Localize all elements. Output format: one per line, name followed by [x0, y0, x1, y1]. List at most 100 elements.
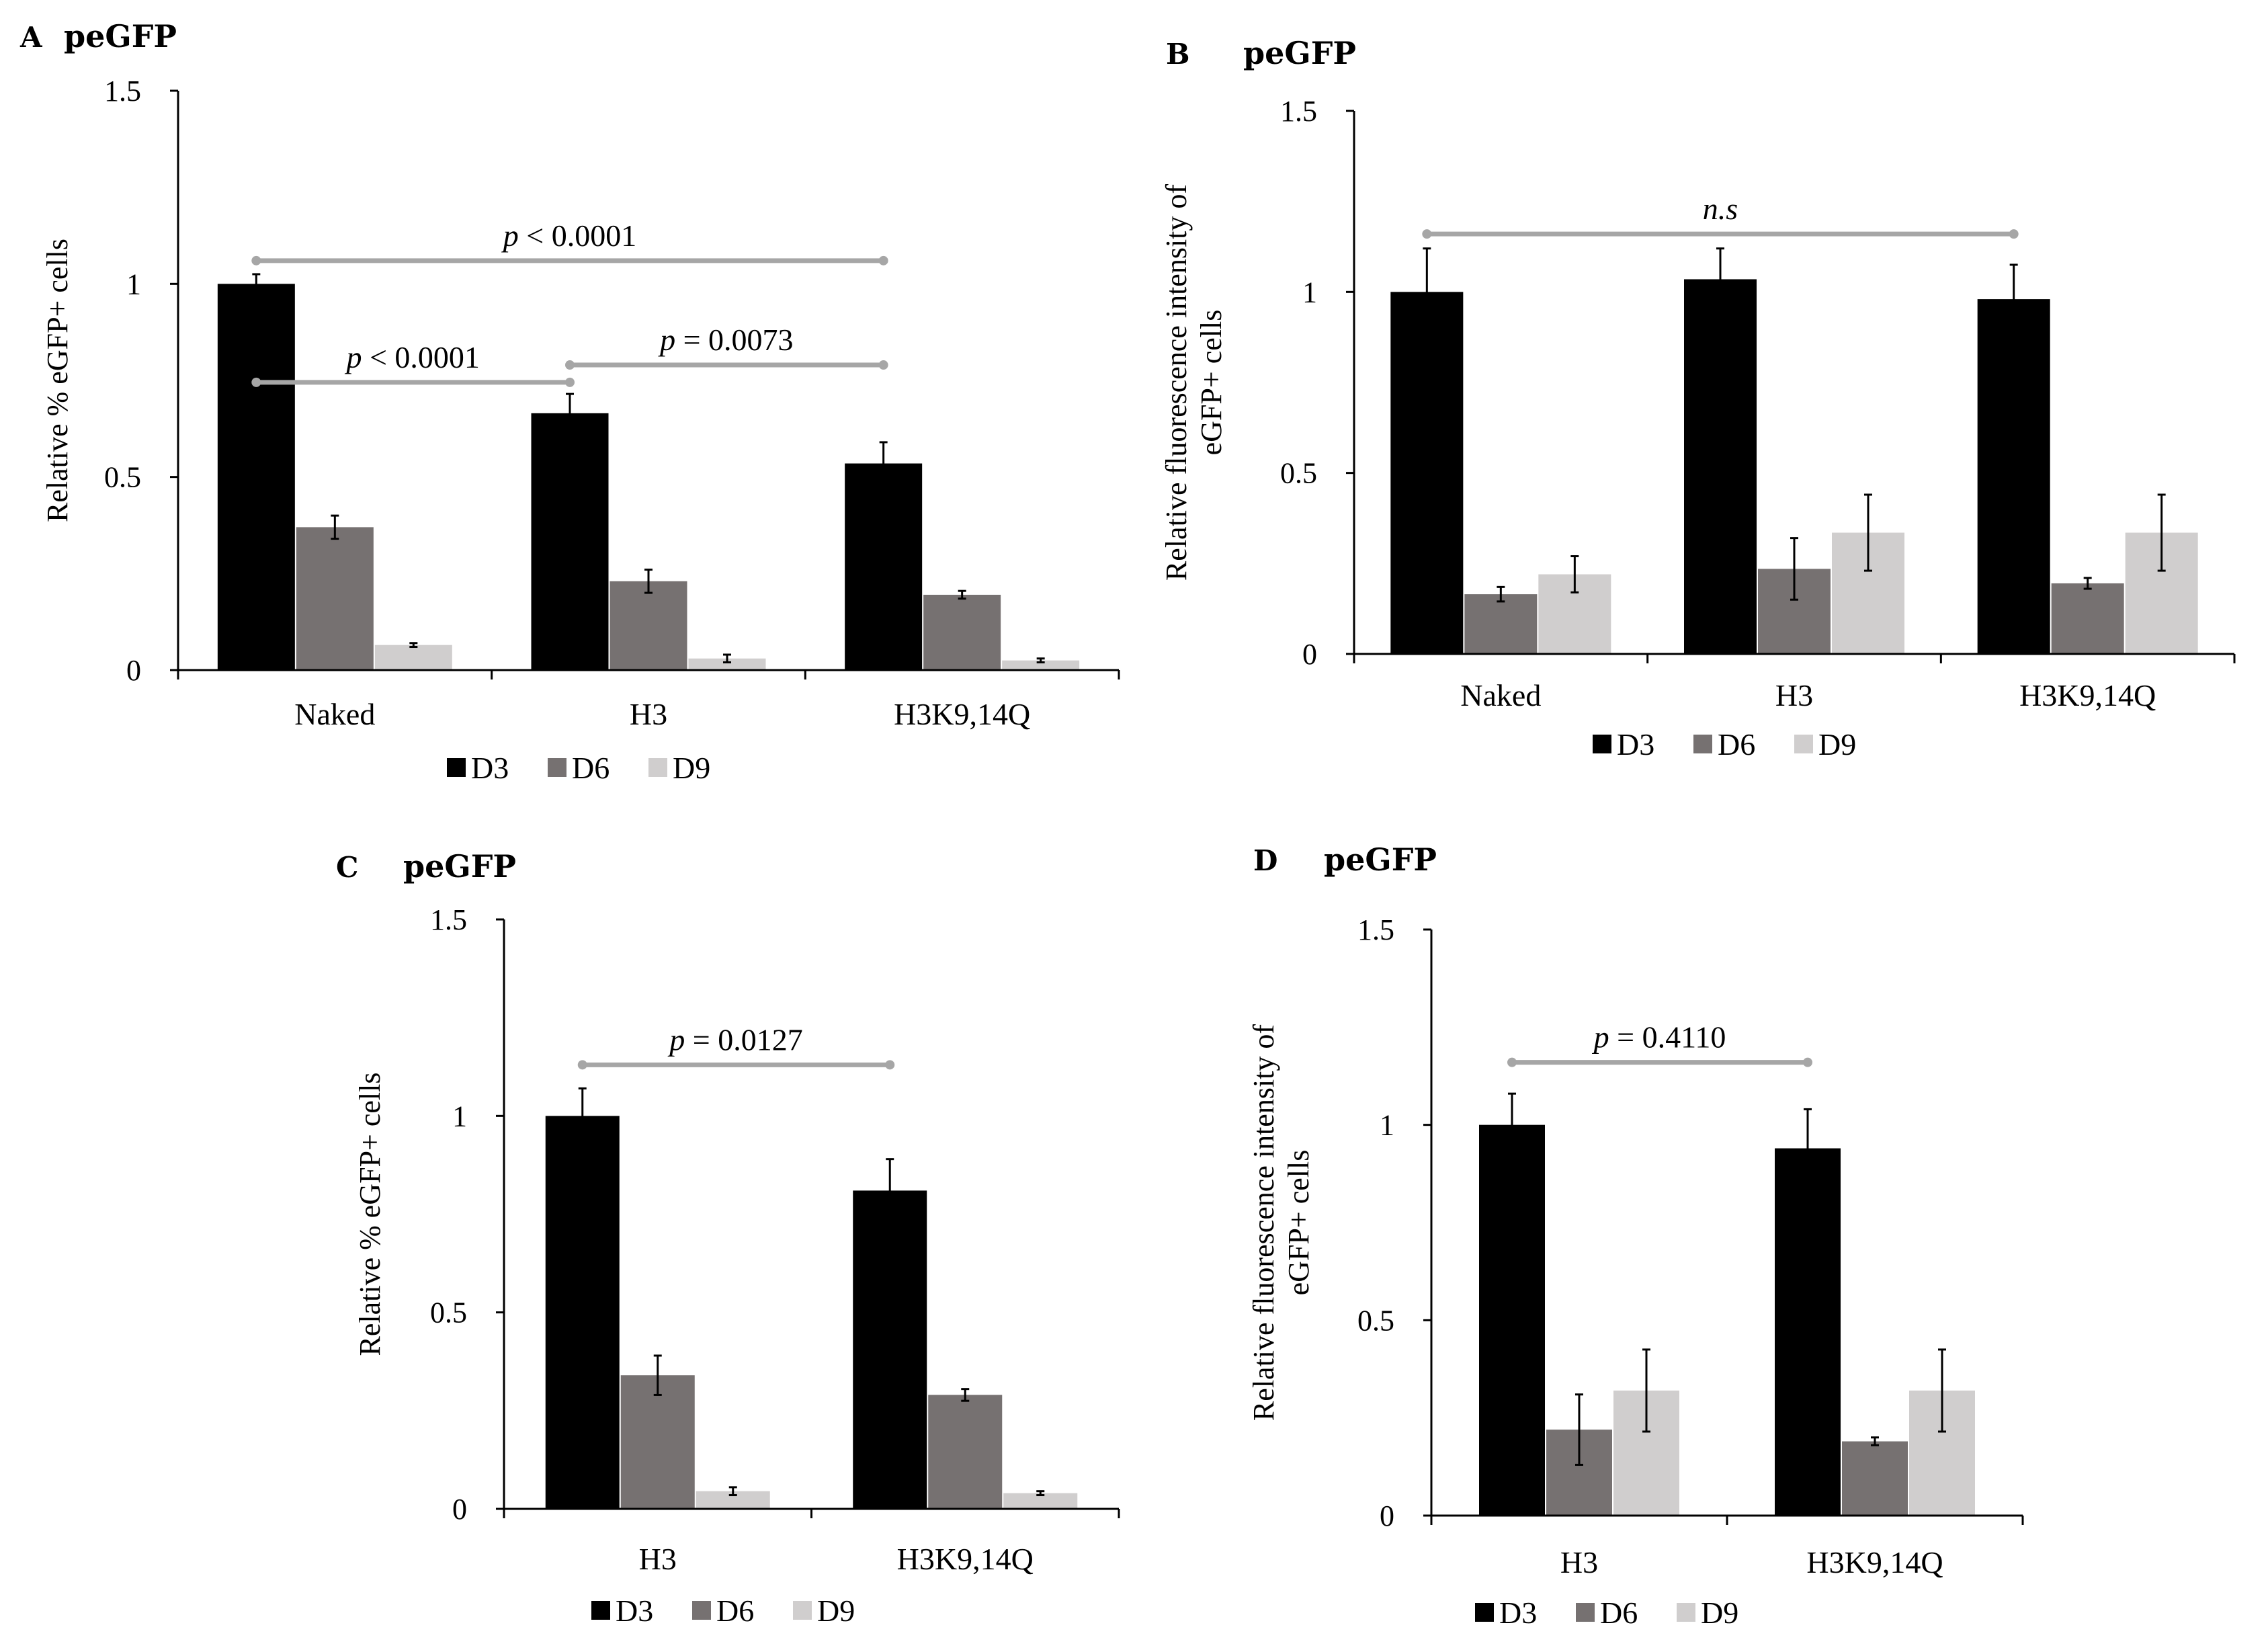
significance-p-symbol: n.s [1703, 192, 1738, 226]
panel-a-plot: 0 0.5 1 1.5 Naked H3 H3K9,14Q Relative % eGFP+ … [41, 75, 1120, 785]
bar-d6-2 [1842, 1441, 1908, 1516]
significance-endpoint [1507, 1057, 1517, 1067]
legend-label-d6: D6 [1600, 1596, 1638, 1630]
x-tick-label: H3K9,14Q [897, 1542, 1034, 1576]
legend-label-d3: D3 [616, 1594, 653, 1628]
panel-b-title: peGFP [1243, 35, 1356, 71]
x-tick-label: H3 [630, 697, 667, 731]
y-axis-label-line: Relative fluorescence intensity of [1247, 1024, 1280, 1421]
legend-swatch-d6 [692, 1601, 711, 1620]
y-tick-label: 1.5 [1280, 95, 1317, 128]
bar-d6-1 [620, 1375, 695, 1509]
y-tick-label: 0 [126, 654, 141, 687]
bar-d9-1 [374, 645, 452, 670]
panel-c-title: peGFP [403, 848, 516, 884]
panel-letter-c: C [336, 851, 358, 884]
y-tick-label: 0 [1380, 1499, 1394, 1532]
legend-swatch-d3 [1475, 1603, 1494, 1622]
bar-d6-2 [610, 581, 687, 670]
legend-swatch-d3 [591, 1601, 610, 1620]
panel-letter-d: D [1253, 844, 1277, 877]
y-tick-label: 1.5 [430, 903, 467, 936]
y-tick-label: 1 [452, 1100, 467, 1132]
legend-swatch-d9 [1677, 1603, 1695, 1622]
significance-label: p = 0.0073 [658, 323, 793, 357]
panel-letter-a: A [19, 21, 43, 54]
y-tick-label: 0.5 [430, 1296, 467, 1329]
bar-d9-3 [1002, 660, 1080, 670]
significance-p-symbol: p [501, 218, 519, 253]
panel-c-plot: 0 0.5 1 1.5 H3 H3K9,14Q Relative % eGFP+ cells… [353, 903, 1120, 1628]
bar-d3-2 [531, 413, 609, 670]
y-tick-label: 0 [452, 1493, 467, 1526]
bar-d3-3 [845, 463, 923, 670]
panel-letter-b: B [1166, 38, 1190, 71]
x-tick-label: H3K9,14Q [894, 697, 1030, 731]
panel-d-title: peGFP [1324, 841, 1437, 878]
bar-d6-3 [2051, 583, 2124, 654]
significance-endpoint [878, 255, 888, 265]
x-tick-label: H3K9,14Q [2019, 678, 2156, 712]
significance-endpoint [885, 1060, 895, 1070]
significance-p-value: = 0.4110 [1609, 1020, 1726, 1055]
bar-d6-1 [1464, 594, 1538, 654]
bar-d6-1 [296, 527, 374, 670]
y-tick-label: 1.5 [104, 75, 141, 108]
panel-a: A peGFP 0 0.5 1 1.5 Naked H3 H3K9,14Q Relative … [19, 18, 1120, 785]
x-tick-label: H3 [1775, 678, 1813, 712]
significance-label: p < 0.0001 [501, 218, 636, 253]
bar-d9-2 [1003, 1493, 1078, 1509]
legend-label-d3: D3 [1499, 1596, 1537, 1630]
panel-b-plot: 0 0.5 1 1.5 Naked H3 H3K9,14Q Relative fluoresc… [1160, 95, 2236, 761]
legend-swatch-d6 [1576, 1603, 1595, 1622]
legend-swatch-d3 [447, 758, 466, 777]
significance-p-symbol: p [667, 1022, 685, 1057]
bar-d3-1 [545, 1116, 620, 1509]
significance-endpoint [2009, 229, 2019, 239]
y-axis-label: Relative fluorescence intensity ofeGFP+ … [1160, 184, 1228, 581]
significance-label: p < 0.0001 [344, 340, 479, 374]
bar-d6-3 [923, 594, 1001, 670]
y-axis-label-line: eGFP+ cells [1282, 1150, 1315, 1296]
legend-swatch-d6 [548, 758, 566, 777]
y-tick-label: 0.5 [1357, 1304, 1394, 1337]
significance-label: n.s [1703, 192, 1738, 226]
legend-swatch-d9 [793, 1601, 812, 1620]
legend-label-d9: D9 [817, 1594, 855, 1628]
bar-d3-1 [1479, 1124, 1545, 1516]
significance-p-value: = 0.0127 [685, 1022, 802, 1057]
significance-p-value: < 0.0001 [519, 218, 636, 253]
legend-label-d6: D6 [572, 751, 610, 785]
y-tick-label: 1.5 [1357, 913, 1394, 946]
panel-b: B peGFP 0 0.5 1 1.5 Naked H3 H3K9,14Q Relative … [1160, 35, 2236, 761]
y-tick-label: 1 [1380, 1109, 1394, 1142]
x-tick-label: H3K9,14Q [1806, 1545, 1943, 1579]
significance-p-value: = 0.0073 [675, 323, 793, 357]
x-tick-label: Naked [1460, 678, 1541, 712]
bar-d3-2 [853, 1190, 927, 1509]
significance-endpoint [251, 377, 261, 387]
y-axis-label-line: eGFP+ cells [1195, 310, 1228, 456]
legend-swatch-d9 [1794, 735, 1813, 753]
y-tick-label: 1 [126, 267, 141, 300]
significance-p-symbol: p [658, 323, 675, 357]
panel-d-plot: 0 0.5 1 1.5 H3 H3K9,14Q Relative fluorescence … [1247, 913, 2024, 1630]
significance-endpoint [565, 377, 575, 387]
y-tick-label: 0.5 [1280, 457, 1317, 490]
bar-d3-1 [1390, 292, 1464, 654]
legend-label-d9: D9 [673, 751, 710, 785]
significance-label: p = 0.0127 [667, 1022, 802, 1057]
y-axis-label: Relative fluorescence intensity ofeGFP+ … [1247, 1024, 1315, 1421]
bar-d3-3 [1977, 299, 2050, 654]
bar-d3-2 [1684, 279, 1757, 655]
significance-endpoint [1803, 1057, 1812, 1067]
y-tick-label: 0.5 [104, 461, 141, 494]
significance-p-symbol: p [1592, 1020, 1609, 1055]
significance-endpoint [565, 360, 575, 370]
legend-label-d6: D6 [1718, 727, 1755, 761]
panel-a-title: peGFP [64, 18, 177, 54]
bar-d3-2 [1775, 1148, 1841, 1516]
significance-endpoint [251, 255, 261, 265]
x-tick-label: Naked [294, 697, 375, 731]
